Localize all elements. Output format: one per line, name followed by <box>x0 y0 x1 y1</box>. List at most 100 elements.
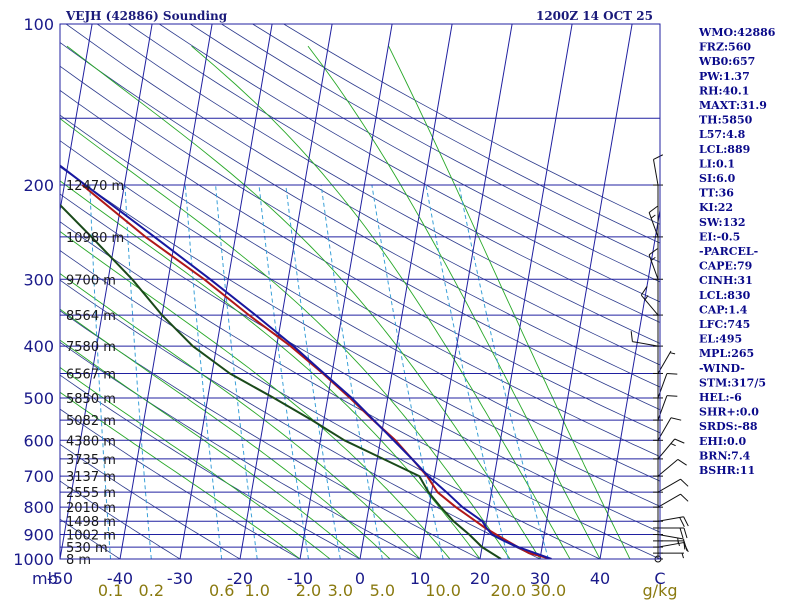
wind-barb-feather <box>679 527 684 539</box>
sounding-index-entry: SHR+:0.0 <box>699 406 759 419</box>
isotherm-line <box>239 24 333 559</box>
isotherm-line <box>60 24 93 214</box>
wind-barb-staff <box>657 373 668 399</box>
wind-barb <box>652 154 664 186</box>
sounding-index-entry: KI:22 <box>699 201 733 214</box>
wind-barb-half-feather <box>644 295 649 301</box>
height-label: 9700 m <box>66 273 116 288</box>
wind-barb <box>658 552 684 559</box>
sounding-index-entry: LFC:745 <box>699 318 750 331</box>
wind-barb-feather <box>679 517 685 527</box>
wind-barb <box>640 286 659 316</box>
dewpoint-line <box>60 203 502 559</box>
sounding-index-entry: SRDS:-88 <box>699 420 758 433</box>
sounding-index-entry: TH:5850 <box>699 114 753 127</box>
sounding-index-entry: CINH:31 <box>699 274 753 287</box>
wind-barb <box>657 373 678 399</box>
pressure-tick-label: 100 <box>23 15 54 34</box>
wind-barb-feather <box>666 395 678 397</box>
sounding-index-entry: SW:132 <box>699 216 746 229</box>
sounding-index-entry: WMO:42886 <box>698 26 776 39</box>
isotherm-line <box>599 207 660 559</box>
wind-barb <box>657 395 678 421</box>
sounding-index-entry: WB0:657 <box>698 55 755 68</box>
height-label: 5850 m <box>66 392 116 407</box>
height-label: 8564 m <box>66 309 116 324</box>
wind-barb-feather <box>677 458 687 466</box>
height-label: 4380 m <box>66 434 116 449</box>
wind-barb-feather <box>640 286 648 296</box>
sounding-index-entry: LCL:889 <box>699 143 750 156</box>
mixing-ratio-line <box>89 185 111 559</box>
sounding-index-entry: PW:1.37 <box>699 70 750 83</box>
sounding-index-entry: MAXT:31.9 <box>699 99 767 112</box>
mixing-ratio-label: 30.0 <box>531 581 567 600</box>
pressure-tick-label: 500 <box>23 389 54 408</box>
sounding-index-entry: HEL:-6 <box>699 391 742 404</box>
pressure-tick-label: 900 <box>23 526 54 545</box>
sounding-index-entry: EI:-0.5 <box>699 230 740 243</box>
mixing-ratio-unit-label: g/kg <box>643 581 678 600</box>
wind-barb-staff <box>657 534 684 540</box>
pressure-tick-label: 300 <box>23 270 54 289</box>
pressure-tick-label: 700 <box>23 467 54 486</box>
wind-barb-staff <box>657 438 676 460</box>
isotherm-line <box>60 24 153 559</box>
isotherm-line <box>479 24 573 559</box>
wind-barb <box>630 331 659 347</box>
pressure-tick-label: 600 <box>23 431 54 450</box>
sounding-index-entry: TT:36 <box>699 187 734 200</box>
wind-barb-half-feather <box>681 552 684 559</box>
temperature-tick-label: -10 <box>287 569 313 588</box>
sounding-index-entry: -WIND- <box>699 362 745 375</box>
temperature-tick-label: 10 <box>410 569 430 588</box>
wind-barb <box>648 205 659 238</box>
temperature-tick-label: -20 <box>227 569 253 588</box>
wind-barb <box>657 438 685 460</box>
mixing-ratio-label: 20.0 <box>491 581 527 600</box>
plot-frame <box>59 23 661 560</box>
sounding-index-entry: RH:40.1 <box>699 84 749 97</box>
wind-barb-staff <box>648 254 659 280</box>
wind-barb <box>657 458 687 477</box>
temperature-tick-label: 30 <box>530 569 550 588</box>
wind-barb-staff <box>657 493 681 508</box>
isotherm-line <box>539 24 633 559</box>
sounding-index-entry: -PARCEL- <box>699 245 758 258</box>
sounding-index-entry: LI:0.1 <box>699 157 735 170</box>
chart-time: 1200Z 14 OCT 25 <box>536 9 653 23</box>
wind-barb-feather <box>683 538 686 550</box>
wind-barb-half-feather <box>650 214 656 219</box>
pressure-tick-label: 800 <box>23 498 54 517</box>
pressure-tick-label: 200 <box>23 176 54 195</box>
height-label: 8 m <box>66 553 91 568</box>
mixing-ratio-label: 3.0 <box>328 581 353 600</box>
wind-barb-feather <box>648 248 658 256</box>
temperature-tick-label: 0 <box>355 569 365 588</box>
sounding-index-entry: EHI:0.0 <box>699 435 746 448</box>
mixing-ratio-label: 0.1 <box>98 581 123 600</box>
temperature-tick-label: -40 <box>107 569 133 588</box>
wind-barb-feather <box>683 527 688 539</box>
wind-barb-staff <box>657 478 681 493</box>
isotherm-line <box>119 24 213 559</box>
pressure-tick-label: 400 <box>23 337 54 356</box>
temperature-tick-label: -50 <box>47 569 73 588</box>
wind-barb-staff <box>648 212 659 238</box>
wind-barb-feather <box>630 331 633 342</box>
height-label: 3137 m <box>66 470 116 485</box>
height-label: 5082 m <box>66 414 116 429</box>
isotherm-line <box>359 24 453 559</box>
wind-barb-half-feather <box>677 537 679 544</box>
wind-barb <box>657 516 689 527</box>
height-label: 7580 m <box>66 340 116 355</box>
wind-barb-feather <box>683 516 689 527</box>
height-label: 2555 m <box>66 486 116 501</box>
wind-barb-feather <box>653 154 664 160</box>
wind-barb <box>657 493 689 508</box>
height-label: 1498 m <box>66 515 116 530</box>
wind-barb-half-feather <box>650 256 656 261</box>
